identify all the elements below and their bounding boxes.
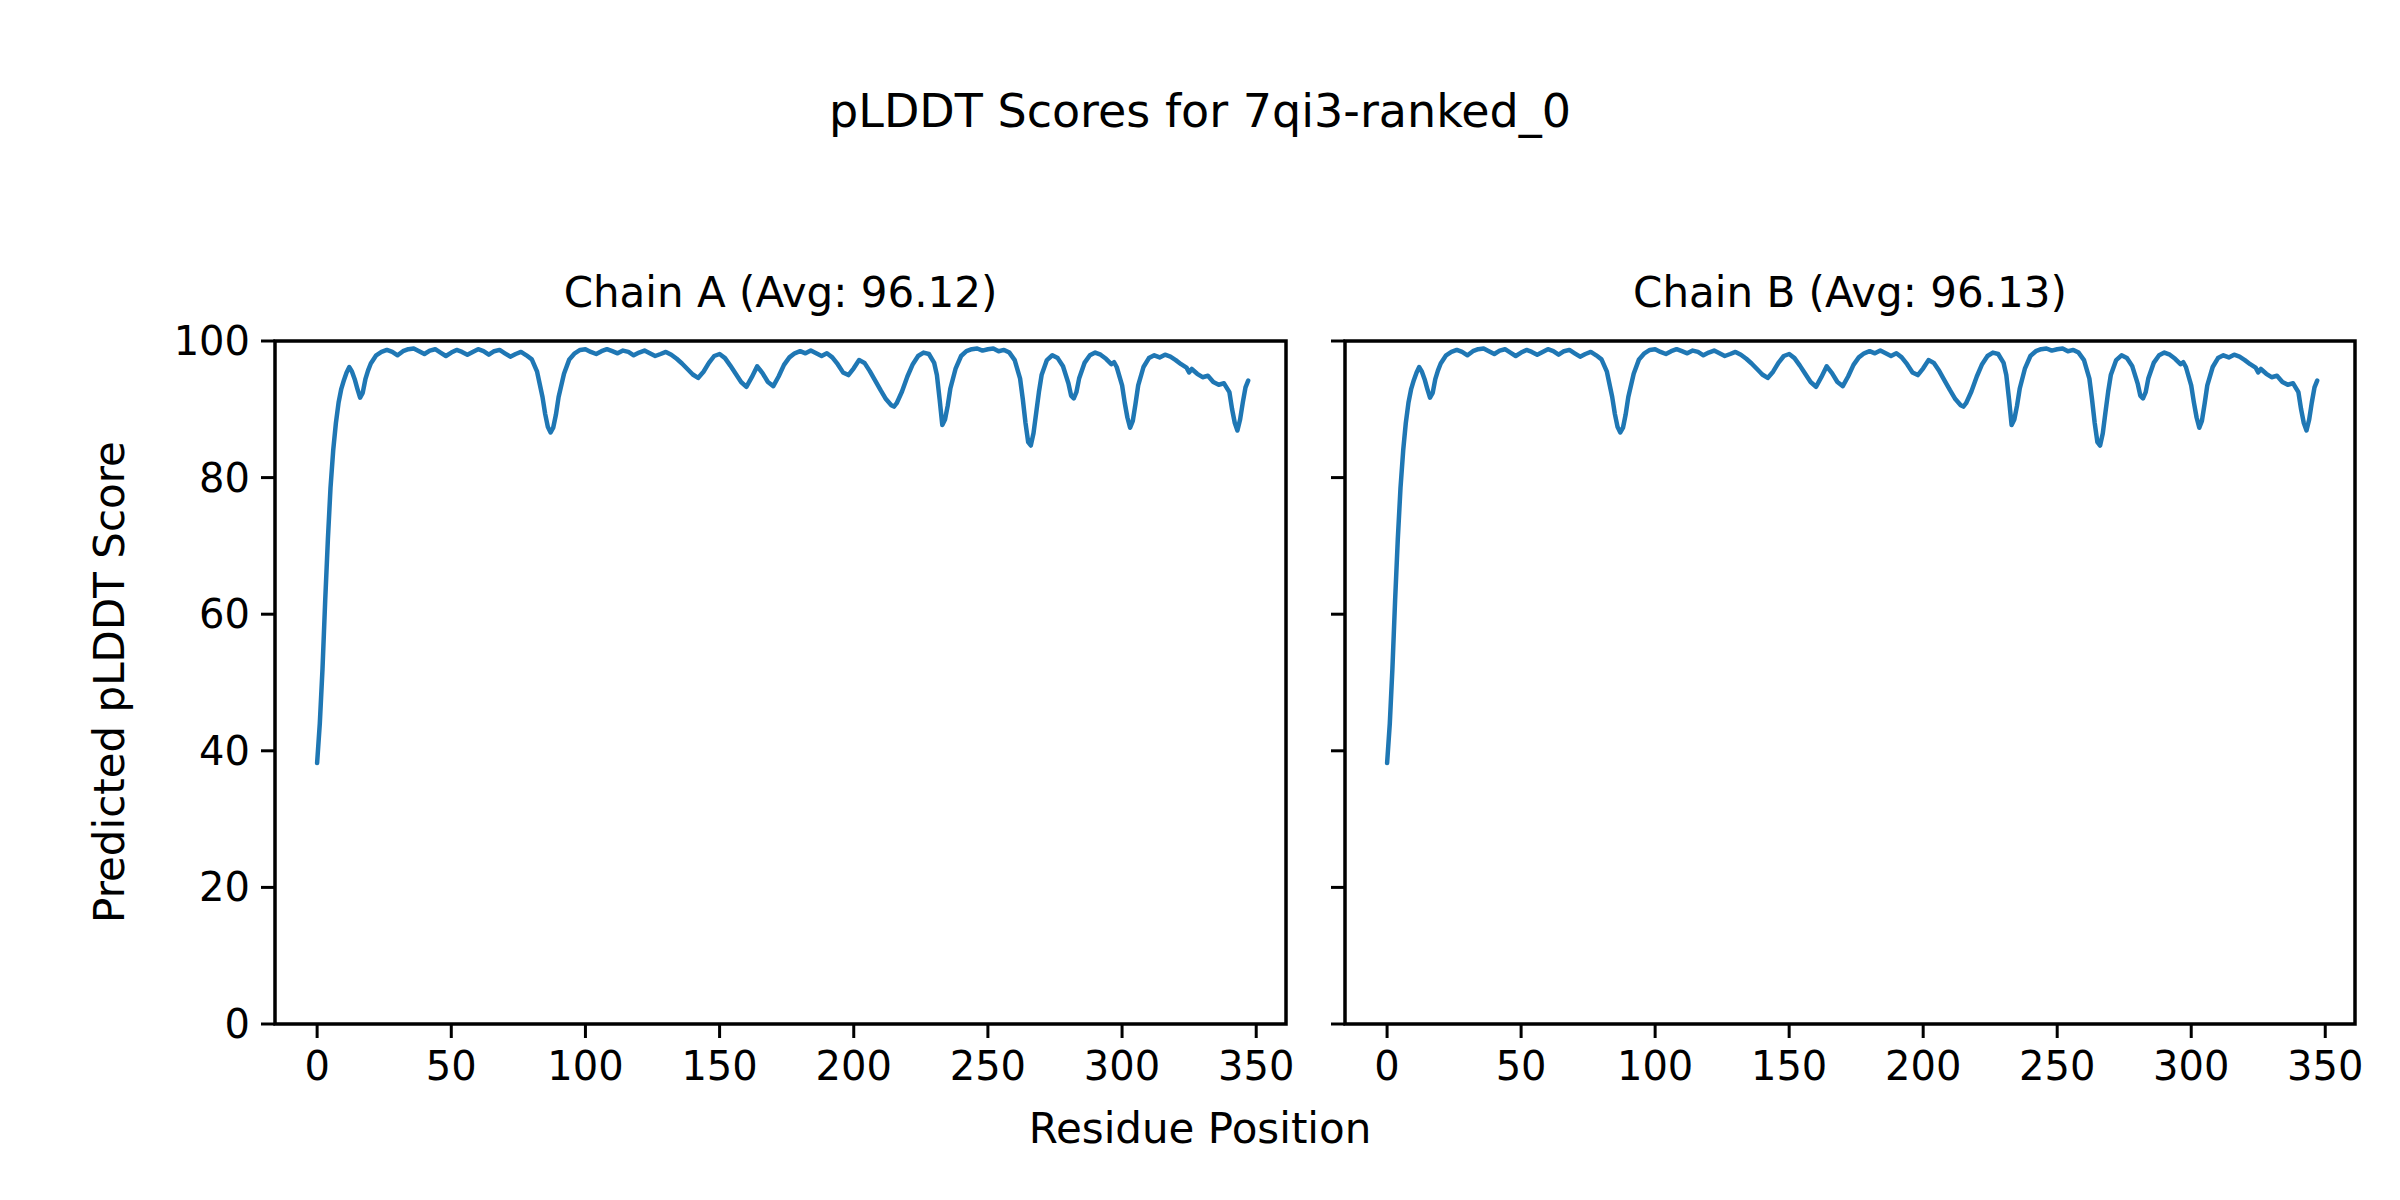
x-tick-label: 250 [950, 1042, 1026, 1090]
y-tick-label: 20 [0, 863, 250, 911]
x-tick-label: 0 [1374, 1042, 1399, 1090]
y-tick-label: 0 [0, 1000, 250, 1048]
x-tick-label: 50 [426, 1042, 477, 1090]
figure-title: pLDDT Scores for 7qi3-ranked_0 [0, 84, 2400, 139]
x-tick-label: 300 [1084, 1042, 1160, 1090]
x-tick-label: 350 [2287, 1042, 2363, 1090]
plddt-line-chain-a [317, 349, 1248, 764]
x-tick-label: 100 [1617, 1042, 1693, 1090]
y-axis-label: Predicted pLDDT Score [89, 441, 131, 923]
x-axis-label: Residue Position [0, 1104, 2400, 1154]
x-tick-label: 250 [2019, 1042, 2095, 1090]
chart-svg [0, 0, 2400, 1200]
x-tick-label: 50 [1496, 1042, 1547, 1090]
y-tick-label: 80 [0, 454, 250, 502]
x-tick-label: 100 [547, 1042, 623, 1090]
subplot-title-chain-a: Chain A (Avg: 96.12) [275, 268, 1286, 318]
axes-box [275, 341, 1286, 1024]
figure-canvas: pLDDT Scores for 7qi3-ranked_0 Chain A (… [0, 0, 2400, 1200]
x-tick-label: 0 [304, 1042, 329, 1090]
x-tick-label: 200 [1885, 1042, 1961, 1090]
y-tick-label: 100 [0, 317, 250, 365]
x-tick-label: 150 [681, 1042, 757, 1090]
x-tick-label: 200 [816, 1042, 892, 1090]
x-tick-label: 350 [1218, 1042, 1294, 1090]
y-tick-label: 40 [0, 727, 250, 775]
subplot-title-chain-b: Chain B (Avg: 96.13) [1345, 268, 2355, 318]
y-tick-label: 60 [0, 590, 250, 638]
x-tick-label: 300 [2153, 1042, 2229, 1090]
plddt-line-chain-b [1387, 349, 2317, 764]
axes-box [1345, 341, 2355, 1024]
x-tick-label: 150 [1751, 1042, 1827, 1090]
